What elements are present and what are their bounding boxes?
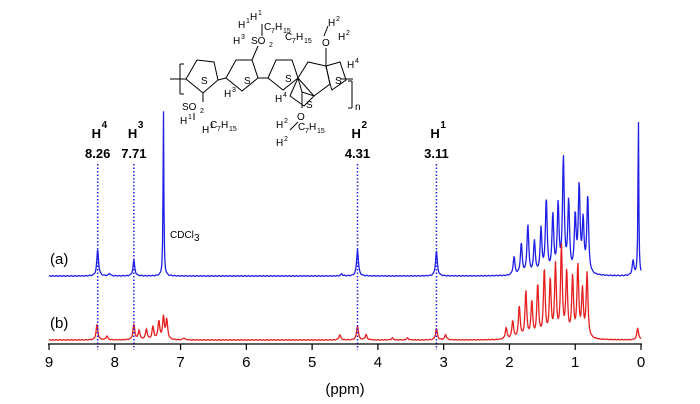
hydrogen-index: 1 [246,18,250,25]
alkyl-chain-h: H [275,22,282,33]
x-tick-label: 6 [242,354,250,371]
oxygen-atom-lower: O [297,112,305,123]
sulfonyl-group-lower: SO [182,102,197,113]
peak-shift-label: 7.71 [121,146,146,161]
alkyl-chain-h-sub: 15 [229,126,237,133]
hydrogen-label: H [224,89,231,100]
spectrum-trace-a [48,111,642,277]
sulfur-atom: S [335,76,342,87]
x-tick-label: 7 [176,354,184,371]
bond [289,121,299,131]
hydrogen-label: H [250,12,257,23]
x-tick-label: 1 [571,354,579,371]
bond [251,45,259,61]
alkyl-chain-c: C [264,22,271,33]
x-tick-label: 5 [308,354,316,371]
alkyl-chain-h: H [221,120,228,131]
hydrogen-index: 2 [284,118,288,125]
oxygen-atom: O [322,38,330,49]
hydrogen-label: H [180,116,187,127]
hydrogen-index: 2 [346,30,350,37]
bdt-thiophene-2 [289,77,315,107]
solvent-label: CDCl [170,230,194,241]
bond [323,25,329,37]
alkyl-chain-c: C [285,32,292,43]
hydrogen-index: 4 [283,92,287,99]
label-group: (a) (b) CDCl 3 [50,230,200,332]
peak-proton-label: H [430,126,439,141]
hydrogen-index: 1 [258,10,262,17]
sulfur-atom: S [201,76,208,87]
alkyl-chain-h-sub: 15 [304,38,312,45]
hydrogen-label: H [233,36,240,47]
sulfonyl-subscript: 2 [269,42,273,49]
x-tick-label: 4 [374,354,382,371]
peak-proton-number: 4 [102,120,108,131]
alkyl-chain-c: C [210,120,217,131]
sulfonyl-group: SO [251,36,266,47]
hydrogen-index: 1 [188,114,192,121]
peak-shift-label: 4.31 [345,146,370,161]
sulfonyl-subscript: 2 [200,108,204,115]
hydrogen-index: 3 [241,34,245,41]
sulfur-atom: S [285,74,292,85]
repeat-unit-n: n [355,102,361,113]
x-axis: 9 8 7 6 5 4 3 2 1 0 (ppm) [45,343,645,398]
thiophene-ring-3 [267,59,299,91]
alkyl-chain-h-sub: 15 [283,28,291,35]
thiophene-ring-1 [185,59,219,94]
alkyl-chain-c: C [298,122,305,133]
hydrogen-label: H [238,20,245,31]
x-tick-label: 2 [505,354,513,371]
peak-shift-label: 3.11 [424,146,449,161]
peak-proton-label: H [351,126,360,141]
alkyl-chain-h-sub: 15 [317,128,325,135]
hydrogen-index: 3 [232,87,236,94]
hydrogen-label: H [202,125,209,136]
hydrogen-index: 1 [210,123,214,130]
alkyl-chain-c-sub: 7 [217,126,221,133]
alkyl-chain-c-sub: 7 [305,128,309,135]
peak-proton-number: 2 [361,120,367,131]
peak-shift-label: 8.26 [85,146,110,161]
solvent-subscript: 3 [194,233,200,244]
trace-label-b: (b) [50,315,68,332]
hydrogen-label: H [276,138,283,149]
x-tick-label: 3 [439,354,447,371]
hydrogen-index: 4 [355,58,359,65]
alkyl-chain-c-sub: 7 [292,38,296,45]
x-tick-label: 9 [45,354,53,371]
hydrogen-label: H [328,18,335,29]
alkyl-chain-c-sub: 7 [271,28,275,35]
hydrogen-label: H [275,94,282,105]
sulfur-atom: S [244,76,251,87]
peak-proton-label: H [128,126,137,141]
peak-proton-number: 3 [138,120,144,131]
peak-proton-number: 1 [440,120,446,131]
hydrogen-index: 2 [284,136,288,143]
sulfur-atom: S [306,100,313,111]
x-tick-label: 8 [111,354,119,371]
bond [217,77,227,81]
hydrogen-label: H [276,120,283,131]
alkyl-chain-h: H [309,122,316,133]
spectrum-traces [48,111,642,341]
trace-label-a: (a) [50,251,68,268]
spectrum-trace-b [48,243,642,341]
hydrogen-label: H [347,60,354,71]
bdt-thiophene [325,61,347,91]
hydrogen-label: H [338,32,345,43]
peak-proton-label: H [92,126,101,141]
alkyl-chain-h: H [296,32,303,43]
hydrogen-index: 2 [336,16,340,23]
thiophene-ring-2 [225,59,259,92]
x-tick-label: 0 [637,354,645,371]
x-axis-title: (ppm) [325,381,364,398]
bdt-benzene [297,61,331,97]
